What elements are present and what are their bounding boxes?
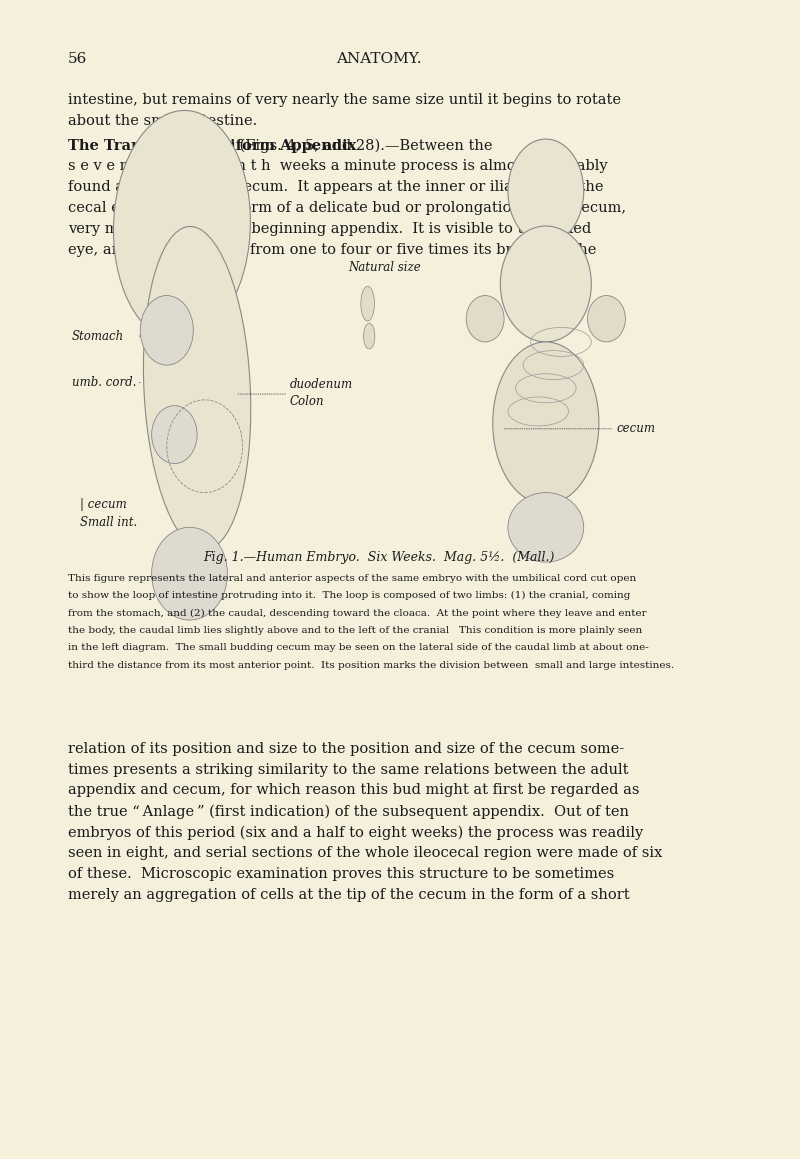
Text: in the left diagram.  The small budding cecum may be seen on the lateral side of: in the left diagram. The small budding c… (68, 643, 649, 653)
Text: This figure represents the lateral and anterior aspects of the same embryo with : This figure represents the lateral and a… (68, 574, 637, 583)
Text: duodenum: duodenum (290, 378, 353, 391)
Text: to show the loop of intestine protruding into it.  The loop is composed of two l: to show the loop of intestine protruding… (68, 591, 630, 600)
Text: Natural size: Natural size (349, 261, 422, 274)
Text: seen in eight, and serial sections of the whole ileocecal region were made of si: seen in eight, and serial sections of th… (68, 846, 662, 860)
Text: merely an aggregation of cells at the tip of the cecum in the form of a short: merely an aggregation of cells at the ti… (68, 888, 630, 902)
Ellipse shape (508, 493, 584, 562)
Text: the body, the caudal limb lies slightly above and to the left of the cranial   T: the body, the caudal limb lies slightly … (68, 626, 642, 635)
Text: Fig. 1.—Human Embryo.  Six Weeks.  Mag. 5½.  (Mall.): Fig. 1.—Human Embryo. Six Weeks. Mag. 5½… (203, 551, 554, 563)
Text: cecum: cecum (616, 422, 655, 436)
Ellipse shape (114, 110, 250, 342)
Text: ANATOMY.: ANATOMY. (336, 52, 422, 66)
Text: | cecum: | cecum (79, 498, 126, 511)
FancyBboxPatch shape (38, 168, 720, 539)
Text: Small int.: Small int. (79, 516, 137, 529)
Text: relation of its position and size to the position and size of the cecum some-: relation of its position and size to the… (68, 742, 624, 756)
Text: very much resembling a beginning appendix.  It is visible to the naked: very much resembling a beginning appendi… (68, 223, 591, 236)
Text: appendix and cecum, for which reason this bud might at first be regarded as: appendix and cecum, for which reason thi… (68, 783, 640, 797)
Text: the true “ Anlage ” (first indication) of the subsequent appendix.  Out of ten: the true “ Anlage ” (first indication) o… (68, 804, 630, 818)
Ellipse shape (143, 226, 250, 551)
Text: cecal extremity, in the form of a delicate bud or prolongation of the cecum,: cecal extremity, in the form of a delica… (68, 202, 626, 216)
Ellipse shape (493, 342, 599, 504)
Ellipse shape (152, 406, 197, 464)
Text: Stomach: Stomach (72, 329, 124, 343)
Ellipse shape (363, 323, 375, 349)
Ellipse shape (152, 527, 227, 620)
Text: about the small intestine.: about the small intestine. (68, 114, 258, 127)
Text: s e v e n t h  and  e i g h t h  weeks a minute process is almost invariably: s e v e n t h and e i g h t h weeks a mi… (68, 160, 608, 174)
Ellipse shape (466, 296, 504, 342)
Ellipse shape (508, 139, 584, 243)
Ellipse shape (140, 296, 194, 365)
Text: times presents a striking similarity to the same relations between the adult: times presents a striking similarity to … (68, 763, 629, 777)
Text: from the stomach, and (2) the caudal, descending toward the cloaca.  At the poin: from the stomach, and (2) the caudal, de… (68, 608, 647, 618)
Text: third the distance from its most anterior point.  Its position marks the divisio: third the distance from its most anterio… (68, 661, 674, 670)
Text: 56: 56 (68, 52, 88, 66)
Text: Colon: Colon (290, 395, 324, 408)
Text: eye, and has a length of from one to four or five times its breadth.  The: eye, and has a length of from one to fou… (68, 243, 597, 257)
Text: umb. cord.: umb. cord. (72, 376, 136, 389)
Text: found at the tip of the cecum.  It appears at the inner or iliac side of the: found at the tip of the cecum. It appear… (68, 181, 604, 195)
Text: of these.  Microscopic examination proves this structure to be sometimes: of these. Microscopic examination proves… (68, 867, 614, 881)
Text: embryos of this period (six and a half to eight weeks) the process was readily: embryos of this period (six and a half t… (68, 825, 643, 839)
Ellipse shape (587, 296, 626, 342)
Text: intestine, but remains of very nearly the same size until it begins to rotate: intestine, but remains of very nearly th… (68, 93, 622, 107)
Ellipse shape (500, 226, 591, 342)
Ellipse shape (361, 286, 374, 321)
Text: (Figs. 4, 5, and 28).—Between the: (Figs. 4, 5, and 28).—Between the (234, 139, 492, 153)
Text: The Transient Vermiform Appendix: The Transient Vermiform Appendix (68, 139, 357, 153)
